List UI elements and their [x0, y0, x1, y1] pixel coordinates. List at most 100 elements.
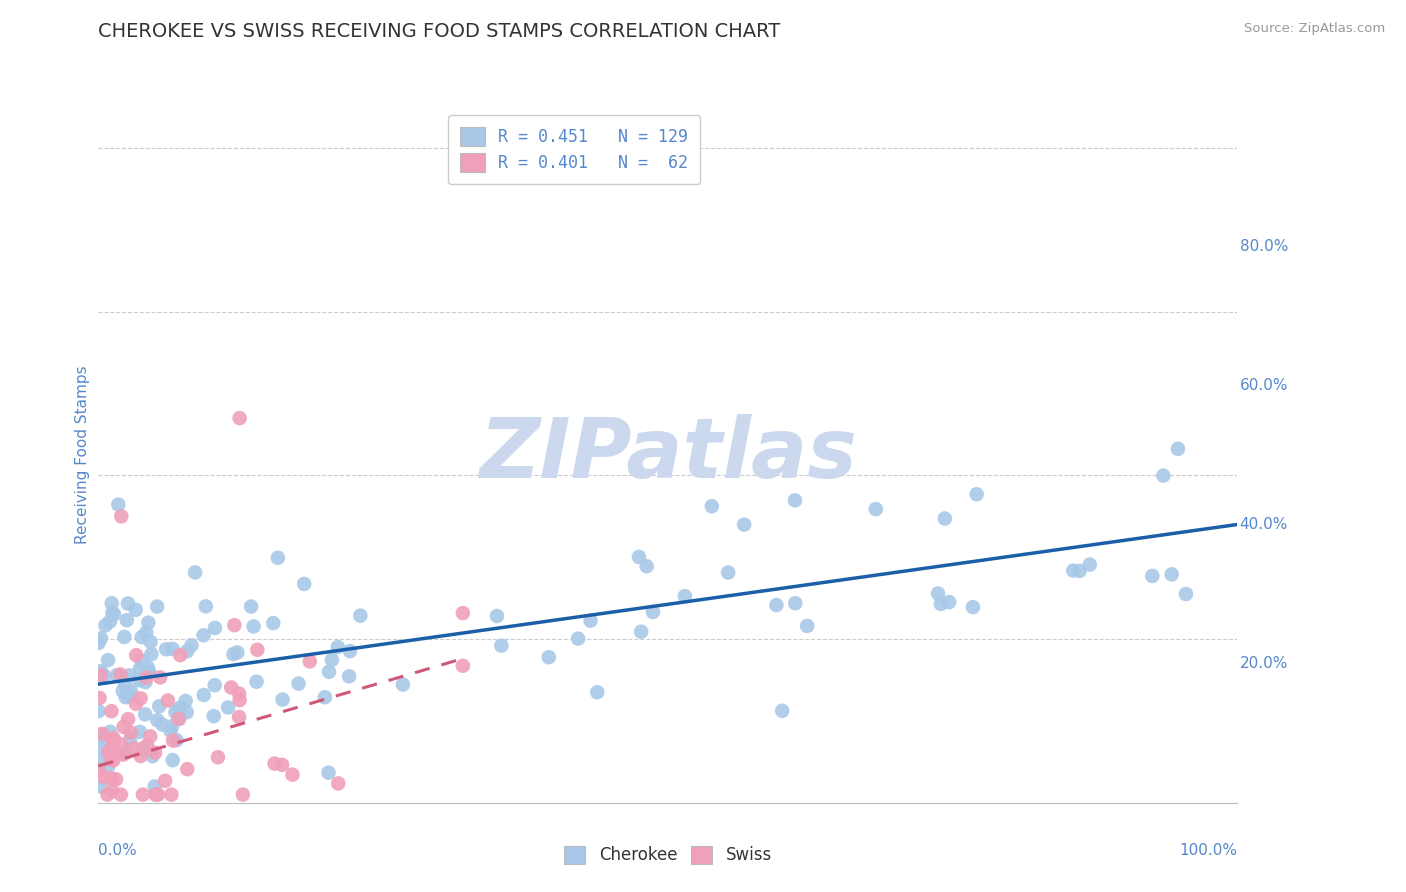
Point — [103, 753, 125, 767]
Point — [146, 713, 169, 727]
Point — [98, 724, 121, 739]
Point — [228, 687, 250, 701]
Point — [118, 668, 141, 682]
Point — [145, 788, 167, 802]
Point — [298, 655, 321, 669]
Point — [87, 704, 110, 718]
Point — [162, 733, 184, 747]
Point — [167, 712, 190, 726]
Point — [1152, 468, 1174, 483]
Point — [156, 693, 179, 707]
Point — [146, 788, 169, 802]
Point — [1069, 564, 1091, 578]
Point — [1062, 564, 1084, 578]
Point — [287, 676, 309, 690]
Point — [246, 642, 269, 657]
Point — [118, 689, 141, 703]
Point — [122, 741, 145, 756]
Point — [962, 600, 984, 615]
Point — [148, 699, 170, 714]
Point — [103, 731, 125, 746]
Point — [129, 661, 152, 675]
Point — [136, 660, 159, 674]
Point — [262, 616, 284, 631]
Point — [160, 719, 183, 733]
Point — [579, 614, 602, 628]
Point — [392, 677, 415, 691]
Point — [167, 709, 190, 723]
Point — [101, 784, 124, 798]
Point — [486, 609, 509, 624]
Point — [627, 549, 650, 564]
Y-axis label: Receiving Food Stamps: Receiving Food Stamps — [75, 366, 90, 544]
Point — [733, 517, 755, 532]
Point — [152, 717, 174, 731]
Point — [120, 725, 142, 739]
Point — [314, 690, 336, 705]
Point — [134, 707, 156, 722]
Point — [110, 509, 132, 524]
Point — [451, 606, 474, 620]
Point — [673, 589, 696, 603]
Point — [117, 597, 139, 611]
Text: 100.0%: 100.0% — [1180, 843, 1237, 858]
Point — [90, 667, 112, 681]
Point — [100, 596, 122, 610]
Text: ZIPatlas: ZIPatlas — [479, 415, 856, 495]
Point — [938, 595, 960, 609]
Point — [90, 668, 112, 682]
Point — [165, 705, 187, 719]
Point — [166, 733, 188, 747]
Point — [110, 738, 132, 752]
Point — [100, 752, 122, 766]
Point — [934, 511, 956, 525]
Point — [128, 673, 150, 688]
Point — [129, 725, 152, 739]
Point — [232, 788, 254, 802]
Point — [204, 678, 226, 692]
Point — [1142, 569, 1164, 583]
Point — [240, 599, 263, 614]
Point — [90, 664, 112, 678]
Point — [271, 757, 294, 772]
Point — [865, 502, 887, 516]
Point — [112, 630, 135, 644]
Point — [115, 613, 138, 627]
Point — [132, 788, 155, 802]
Point — [87, 763, 110, 777]
Point — [112, 747, 135, 762]
Point — [112, 720, 135, 734]
Point — [194, 599, 217, 614]
Point — [292, 577, 315, 591]
Point — [1160, 567, 1182, 582]
Point — [145, 788, 167, 802]
Point — [131, 741, 153, 756]
Point — [98, 615, 121, 629]
Point — [139, 730, 162, 744]
Point — [224, 618, 246, 632]
Point — [169, 712, 191, 726]
Point — [636, 559, 658, 574]
Point — [103, 607, 125, 622]
Point — [160, 788, 183, 802]
Text: 80.0%: 80.0% — [1240, 239, 1288, 253]
Point — [321, 653, 343, 667]
Point — [97, 653, 120, 667]
Point — [281, 767, 304, 781]
Point — [97, 759, 120, 773]
Point — [966, 487, 988, 501]
Point — [135, 625, 157, 640]
Point — [176, 762, 198, 776]
Point — [349, 608, 371, 623]
Point — [136, 739, 159, 753]
Point — [491, 639, 513, 653]
Point — [641, 605, 664, 619]
Point — [193, 628, 215, 642]
Point — [162, 641, 184, 656]
Point — [97, 745, 120, 759]
Point — [101, 772, 124, 786]
Point — [107, 747, 129, 761]
Point — [90, 780, 112, 794]
Point — [180, 638, 202, 652]
Point — [125, 603, 148, 617]
